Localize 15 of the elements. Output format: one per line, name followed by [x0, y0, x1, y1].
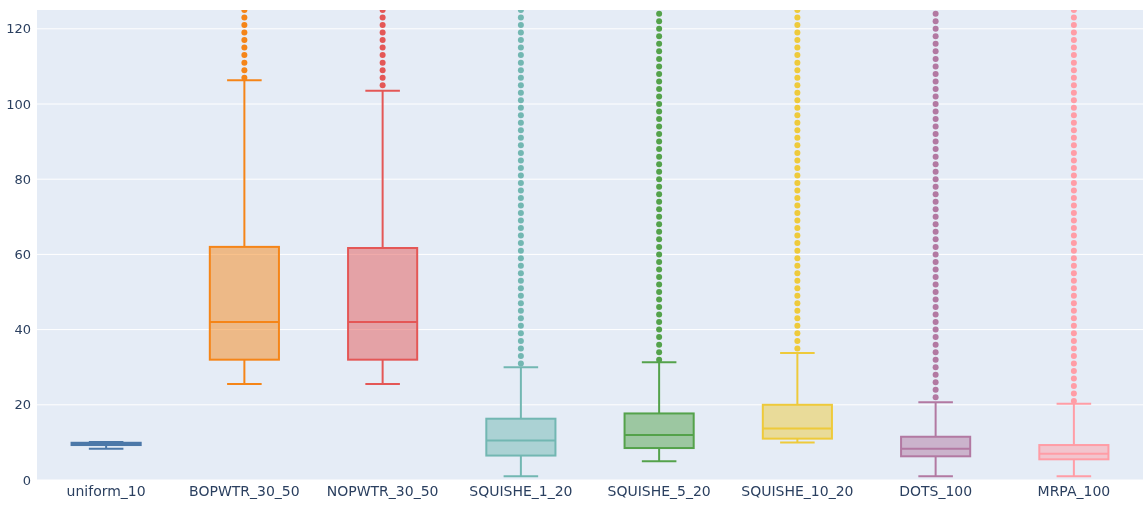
y-tick-label: 100: [6, 96, 31, 112]
x-tick-label: BOPWTR_30_50: [189, 482, 300, 499]
y-tick-label: 40: [14, 322, 31, 338]
y-tick-label: 60: [14, 247, 31, 263]
x-tick-label: NOPWTR_30_50: [326, 482, 439, 499]
y-tick-label: 80: [14, 171, 31, 187]
x-tick-label: SQUISHE_10_20: [741, 482, 854, 499]
x-tick-label: MRPA_100: [1037, 482, 1111, 499]
y-tick-label: 120: [6, 21, 31, 37]
y-tick-label: 20: [14, 397, 31, 413]
x-tick-label: uniform_10: [66, 482, 146, 499]
x-tick-label: SQUISHE_1_20: [469, 482, 573, 499]
x-tick-label: SQUISHE_5_20: [607, 482, 711, 499]
y-tick-label: 0: [22, 472, 31, 488]
x-tick-label: DOTS_100: [899, 482, 973, 499]
